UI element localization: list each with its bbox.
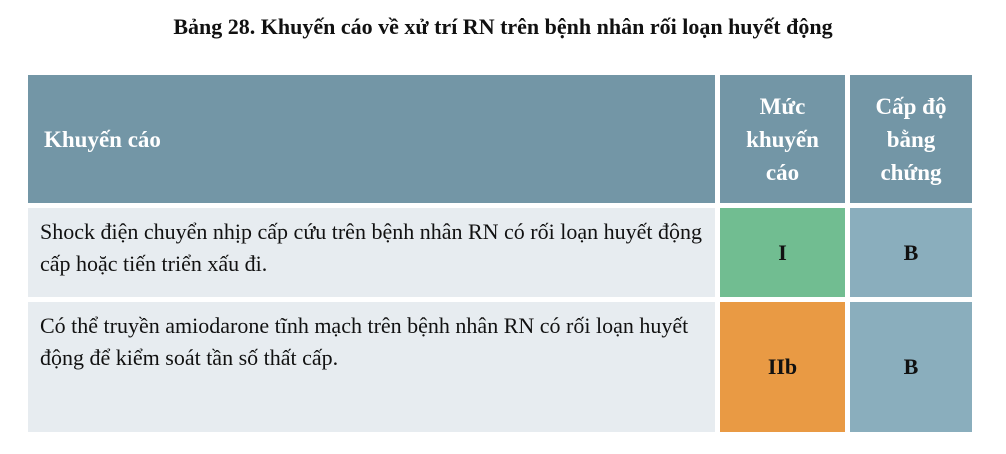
header-class: Mức khuyến cáo [720,75,845,203]
row-2-class: IIb [720,302,845,432]
row-1-class: I [720,208,845,297]
table-title: Bảng 28. Khuyến cáo về xử trí RN trên bệ… [173,14,833,39]
header-level: Cấp độ bằng chứng [850,75,972,203]
row-1-recommendation: Shock điện chuyển nhịp cấp cứu trên bệnh… [28,208,715,297]
row-2-recommendation: Có thể truyền amiodarone tĩnh mạch trên … [28,302,715,432]
header-recommendation: Khuyến cáo [28,75,715,203]
row-2-level: B [850,302,972,432]
row-1-level: B [850,208,972,297]
